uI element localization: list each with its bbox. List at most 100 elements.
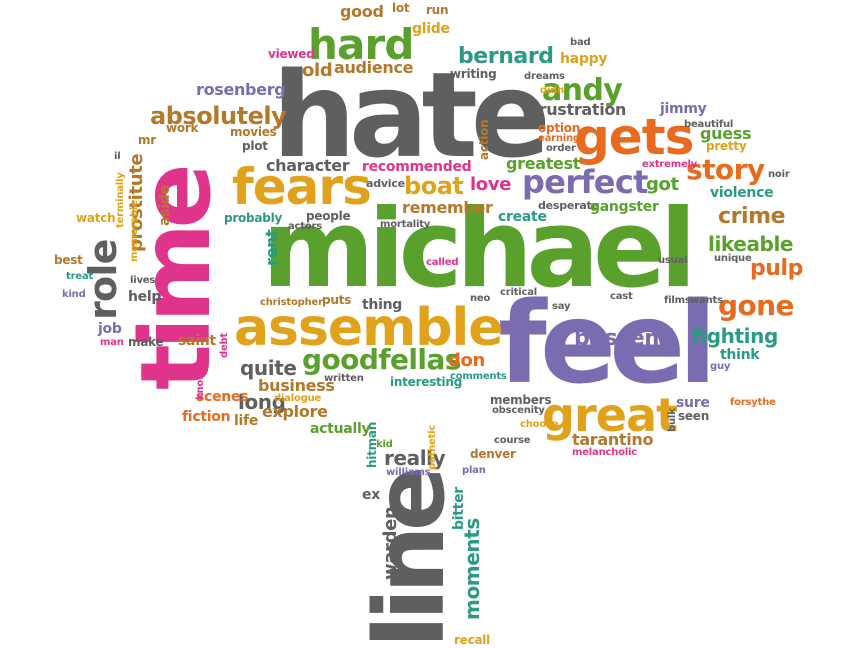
word-violence: violence xyxy=(710,185,774,201)
word-goodfellas: goodfellas xyxy=(302,343,461,376)
word-recommended: recommended xyxy=(362,159,472,175)
word-got: got xyxy=(646,174,679,195)
word-run: run xyxy=(426,3,449,17)
word-say: say xyxy=(552,301,571,312)
word-love: love xyxy=(470,174,512,195)
word-lives: lives xyxy=(130,275,156,286)
word-mr: mr xyxy=(138,133,156,147)
word-fighting: fighting xyxy=(692,324,778,348)
word-didn: didn xyxy=(540,85,565,96)
word-puts: puts xyxy=(322,293,352,307)
word-sure: sure xyxy=(676,395,710,411)
word-feel: feel xyxy=(498,279,717,409)
word-wants: wants xyxy=(690,295,723,306)
word-plot: plot xyxy=(242,139,268,153)
word-crime: crime xyxy=(718,204,786,229)
word-old: old xyxy=(302,60,333,81)
word-pathetic: pathetic xyxy=(427,424,438,470)
word-saint: saint xyxy=(178,333,216,349)
word-advice: advice xyxy=(366,177,405,190)
word-bulk: bulk xyxy=(667,408,678,432)
word-pulp: pulp xyxy=(750,256,803,281)
word-frustration: frustration xyxy=(532,100,627,119)
word-quite: quite xyxy=(240,356,297,380)
word-know: know xyxy=(195,370,206,400)
word-fears: fears xyxy=(232,158,372,216)
word-story: story xyxy=(686,153,765,186)
word-likeable: likeable xyxy=(708,232,794,256)
word-il: il xyxy=(114,151,121,162)
word-audience: audience xyxy=(334,58,414,77)
word-bitter: bitter xyxy=(451,487,467,530)
word-tarantino: tarantino xyxy=(572,430,654,449)
word-bernard: bernard xyxy=(458,44,554,69)
word-films: films xyxy=(664,295,691,306)
word-melancholic: melancholic xyxy=(572,447,637,458)
word-assemble: assemble xyxy=(234,298,503,358)
word-bad: bad xyxy=(570,37,591,48)
word-written: written xyxy=(324,373,364,384)
word-scenes: scenes xyxy=(196,389,249,405)
word-viewed: viewed xyxy=(268,47,315,61)
word-williams: williams xyxy=(386,467,431,478)
word-ex: ex xyxy=(362,487,380,503)
word-remember: remember xyxy=(402,198,493,217)
word-hate: hate xyxy=(272,46,551,184)
word-beautiful: beautiful xyxy=(684,119,734,130)
word-absolutely: absolutely xyxy=(150,102,287,130)
word-boat: boat xyxy=(404,172,464,200)
word-option: option xyxy=(538,121,581,135)
word-gangster: gangster xyxy=(590,199,659,215)
word-dreams: dreams xyxy=(524,71,565,82)
word-plan: plan xyxy=(462,465,486,476)
word-interesting: interesting xyxy=(390,375,463,389)
word-denver: denver xyxy=(470,447,516,461)
word-memorable: memorable xyxy=(129,200,140,262)
word-movies: movies xyxy=(230,125,277,139)
word-actually: actually xyxy=(310,421,371,437)
word-andy: andy xyxy=(542,73,623,108)
word-terminally: terminally xyxy=(115,172,126,228)
word-aside: aside xyxy=(157,185,173,226)
word-business: business xyxy=(258,376,335,395)
word-choose: choose xyxy=(520,419,559,430)
word-fiction: fiction xyxy=(182,409,231,425)
word-forsythe: forsythe xyxy=(730,397,776,408)
word-jimmy: jimmy xyxy=(660,101,707,117)
word-people: people xyxy=(306,209,351,223)
word-long: long xyxy=(238,390,286,414)
word-unique: unique xyxy=(714,253,752,264)
word-rosenberg: rosenberg xyxy=(196,80,286,99)
word-desperate: desperate xyxy=(538,199,599,212)
word-perfect: perfect xyxy=(522,163,648,201)
word-rent: rent xyxy=(262,229,281,266)
word-hard: hard xyxy=(308,20,415,69)
word-actors: actors xyxy=(288,221,323,232)
word-greatest: greatest xyxy=(506,154,581,173)
word-order: order xyxy=(546,143,576,154)
word-usual: usual xyxy=(658,255,688,266)
word-christopher: christopher xyxy=(260,297,323,308)
word-character: character xyxy=(266,156,350,175)
word-create: create xyxy=(498,209,547,225)
word-mortality: mortality xyxy=(380,219,431,230)
word-seen: seen xyxy=(678,409,710,423)
word-help: help xyxy=(128,289,162,305)
word-extremely: extremely xyxy=(642,159,698,170)
word-debt: debt xyxy=(219,332,230,358)
word-neo: neo xyxy=(470,293,491,304)
word-make: make xyxy=(128,335,164,349)
word-life: life xyxy=(234,413,259,429)
word-cast: cast xyxy=(610,291,633,302)
word-warden: warden xyxy=(380,506,401,580)
word-man: man xyxy=(100,337,124,348)
word-kid: kid xyxy=(376,439,393,450)
word-think: think xyxy=(720,347,760,363)
word-comments: comments xyxy=(450,371,507,382)
word-guess: guess xyxy=(700,124,752,143)
word-explore: explore xyxy=(262,402,328,421)
word-kind: kind xyxy=(62,289,86,300)
word-gone: gone xyxy=(718,289,795,322)
word-thing: thing xyxy=(362,297,403,313)
word-critical: critical xyxy=(500,287,537,298)
